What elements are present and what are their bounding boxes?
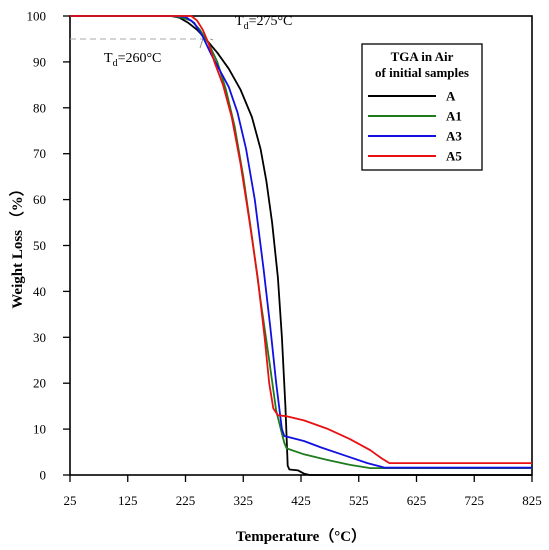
y-tick-label: 0 xyxy=(40,468,47,483)
y-axis-title: Weight Loss （%） xyxy=(8,181,26,309)
annotations: Td=275°C Td=260°C xyxy=(104,14,292,69)
y-tick-label: 50 xyxy=(33,238,46,253)
series-line-a xyxy=(70,15,532,476)
y-tick-label: 10 xyxy=(33,422,46,437)
legend-box xyxy=(361,43,483,171)
annotation-td: Td=275°C xyxy=(235,14,292,32)
y-tick-label: 70 xyxy=(33,146,46,161)
x-tick-label: 325 xyxy=(234,493,254,508)
y-tick-label: 90 xyxy=(33,54,46,69)
x-tick-label: 125 xyxy=(118,493,138,508)
series-lines xyxy=(70,15,532,476)
x-tick-label: 225 xyxy=(176,493,196,508)
y-tick-label: 40 xyxy=(33,284,46,299)
legend-title-line2: of initial samples xyxy=(375,65,469,80)
series-line-a5 xyxy=(70,15,532,464)
x-tick-label: 25 xyxy=(64,493,77,508)
y-tick-label: 100 xyxy=(27,9,47,24)
legend-label-a5: A5 xyxy=(446,149,462,164)
x-tick-label: 625 xyxy=(407,493,427,508)
x-tick-label: 725 xyxy=(465,493,485,508)
y-tick-label: 20 xyxy=(33,376,46,391)
x-tick-label: 525 xyxy=(349,493,369,508)
series-line-a3 xyxy=(70,15,532,469)
annotation-leader xyxy=(210,38,214,41)
legend-label-a1: A1 xyxy=(446,109,462,124)
annotation-leader xyxy=(199,38,204,49)
legend-label-a: A xyxy=(446,89,456,104)
legend-title-line1: TGA in Air xyxy=(391,49,454,64)
y-tick-label: 80 xyxy=(33,100,46,115)
x-axis-title: Temperature（°C） xyxy=(236,527,366,545)
y-tick-label: 30 xyxy=(33,330,46,345)
axis-ticks: 25 125 225 325 425 525 625 725 825 0 10 20 30 40 50 60 7… xyxy=(27,9,542,509)
legend-label-a3: A3 xyxy=(446,129,462,144)
x-tick-label: 825 xyxy=(522,493,542,508)
annotation-td: Td=260°C xyxy=(104,51,161,69)
y-tick-label: 60 xyxy=(33,192,46,207)
x-tick-label: 425 xyxy=(291,493,311,508)
